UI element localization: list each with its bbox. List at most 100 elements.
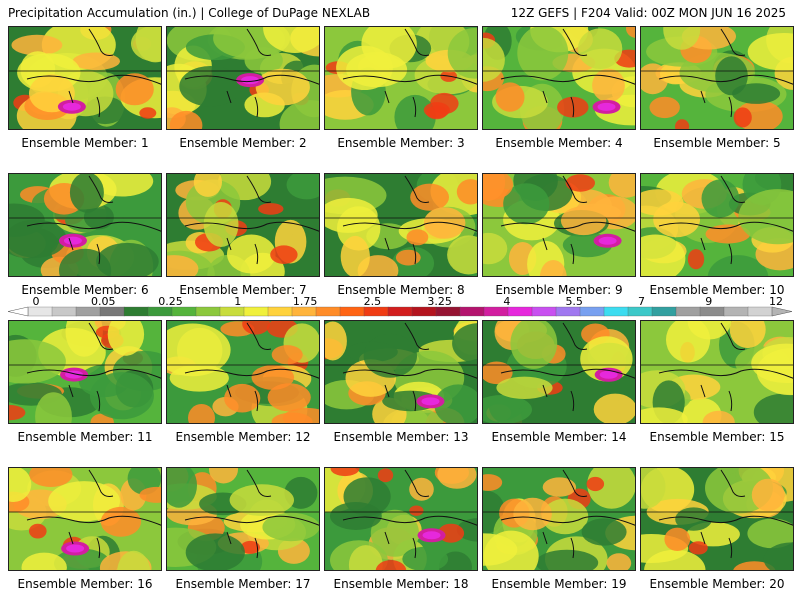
precip-max-core (599, 370, 618, 379)
member-caption: Ensemble Member: 6 (21, 283, 149, 297)
precip-contour (255, 68, 310, 106)
coastline (184, 322, 319, 412)
precip-contour (707, 255, 769, 276)
member-map-5 (640, 26, 794, 130)
colorbar-swatch (579, 306, 605, 317)
colorbar-swatch (243, 306, 269, 317)
precip-contour (330, 468, 360, 477)
member-map-4 (482, 26, 636, 130)
coastline (26, 175, 161, 265)
precip-contour (251, 365, 295, 390)
precip-contour (89, 372, 154, 420)
coastline (500, 28, 635, 118)
precip-contour (456, 179, 477, 205)
precip-contour (705, 224, 751, 244)
member-map-6 (8, 173, 162, 277)
member-caption: Ensemble Member: 9 (495, 283, 623, 297)
precip-contour (48, 481, 120, 522)
coastline (500, 175, 635, 265)
colorbar-swatch (219, 306, 245, 317)
precip-contour (209, 468, 238, 484)
precip-contour (732, 83, 781, 104)
member-caption: Ensemble Member: 3 (337, 136, 465, 150)
member-map-12 (166, 320, 320, 424)
precip-contour (483, 232, 508, 265)
member-caption: Ensemble Member: 13 (333, 430, 469, 444)
precip-contour (394, 94, 436, 129)
colorbar-swatch (75, 306, 101, 317)
precip-max-core (598, 236, 617, 245)
precip-contour (581, 518, 627, 546)
precip-contour (377, 468, 394, 483)
precip-contour (169, 364, 229, 392)
colorbar-swatch (291, 306, 317, 317)
colorbar-swatch (723, 306, 749, 317)
member-map-20 (640, 467, 794, 571)
member-caption: Ensemble Member: 12 (175, 430, 311, 444)
colorbar-tick-label: 5.5 (565, 296, 583, 308)
colorbar-swatch (531, 306, 557, 317)
precip-contour (434, 384, 477, 423)
precip-contour (406, 229, 429, 246)
colorbar-swatch (147, 306, 173, 317)
colorbar-swatch (27, 306, 53, 317)
precip-contour (363, 333, 417, 378)
member-map-1 (8, 26, 162, 130)
precip-contour (242, 321, 270, 335)
precip-contour (9, 219, 67, 258)
precip-contour (586, 476, 605, 492)
colorbar-swatch (363, 306, 389, 317)
precip-contour (701, 179, 740, 218)
colorbar-tick-label: 9 (705, 296, 712, 308)
header-run-info: 12Z GEFS | F204 Valid: 00Z MON JUN 16 20… (510, 6, 786, 20)
precip-contour (483, 361, 513, 385)
colorbar-swatch (459, 306, 485, 317)
colorbar-end-arrow (8, 306, 29, 317)
precip-contour (426, 105, 448, 120)
precip-contour (258, 203, 284, 215)
precip-contour (483, 474, 503, 491)
member-caption: Ensemble Member: 11 (17, 430, 153, 444)
precip-contour (336, 45, 393, 90)
colorbar-tick-label: 4 (503, 296, 510, 308)
member-map-13 (324, 320, 478, 424)
precip-contour (395, 249, 421, 266)
precip-contour (167, 255, 199, 276)
coastline (658, 469, 793, 559)
precip-contour (169, 110, 203, 129)
coastline (342, 469, 477, 559)
coastline (26, 28, 161, 118)
precip-contour (666, 321, 711, 363)
colorbar-tick-label: 0 (33, 296, 40, 308)
member-map-8 (324, 173, 478, 277)
precip-contour (503, 183, 550, 225)
member-map-3 (324, 26, 478, 130)
precip-contour (641, 468, 666, 509)
precip-max-core (422, 531, 441, 540)
precip-contour (271, 412, 313, 423)
precip-contour (447, 28, 477, 79)
precip-contour (402, 546, 449, 570)
precip-contour (644, 549, 706, 570)
precip-contour (626, 27, 635, 38)
precip-contour (483, 174, 514, 201)
precip-contour (224, 383, 261, 413)
colorbar-swatch (555, 306, 581, 317)
precip-contour (193, 174, 222, 197)
colorbar-swatch (123, 306, 149, 317)
colorbar-tick-label: 0.25 (158, 296, 183, 308)
precip-contour (167, 323, 231, 377)
colorbar-swatch (435, 306, 461, 317)
precip-contour (747, 518, 793, 549)
precip-contour (753, 393, 793, 423)
precip-contour (29, 523, 47, 539)
colorbar-swatch (267, 306, 293, 317)
colorbar-tick-label: 0.05 (91, 296, 116, 308)
precip-contour (539, 260, 567, 276)
member-map-14 (482, 320, 636, 424)
member-caption: Ensemble Member: 1 (21, 136, 149, 150)
member-caption: Ensemble Member: 10 (649, 283, 785, 297)
member-caption: Ensemble Member: 8 (337, 283, 465, 297)
coastline (342, 175, 477, 265)
colorbar-swatch (387, 306, 413, 317)
